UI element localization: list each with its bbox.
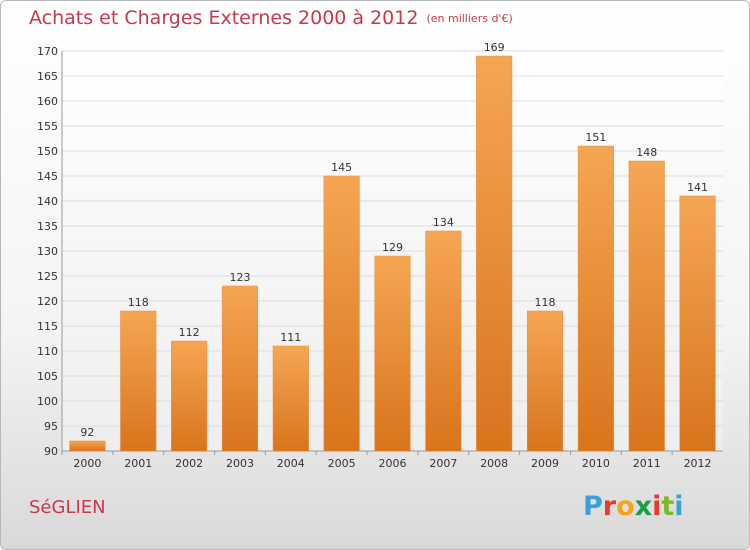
- x-tick-label: 2009: [531, 457, 559, 470]
- x-tick-label: 2006: [379, 457, 407, 470]
- bar-2003: [221, 285, 259, 452]
- y-tick-label: 100: [37, 395, 58, 408]
- bar-2011: [628, 160, 665, 452]
- y-tick-label: 165: [37, 70, 58, 83]
- x-tick-label: 2007: [429, 457, 457, 470]
- y-tick-label: 120: [37, 295, 58, 308]
- proxiti-logo: Proxiti: [583, 491, 684, 522]
- bar-2005: [323, 175, 360, 452]
- x-tick-label: 2012: [684, 457, 712, 470]
- logo-letter: P: [583, 491, 603, 522]
- y-tick-label: 150: [37, 145, 58, 158]
- y-tick-label: 145: [37, 170, 58, 183]
- bar-2009: [526, 310, 564, 452]
- data-label: 118: [128, 296, 149, 309]
- y-tick-label: 115: [37, 320, 58, 333]
- bar-2008: [476, 55, 513, 452]
- bar-2010: [577, 145, 614, 452]
- x-tick-label: 2004: [277, 457, 305, 470]
- x-tick-label: 2001: [124, 457, 152, 470]
- data-label: 169: [484, 41, 505, 54]
- chart-unit: (en milliers d'€): [426, 12, 513, 25]
- x-tick-label: 2008: [480, 457, 508, 470]
- bar-2001: [120, 310, 157, 452]
- data-label: 92: [80, 426, 94, 439]
- y-tick-label: 155: [37, 120, 58, 133]
- data-label: 129: [382, 241, 403, 254]
- y-tick-label: 110: [37, 345, 58, 358]
- x-tick-label: 2002: [175, 457, 203, 470]
- logo-letter: t: [661, 491, 675, 522]
- data-label: 123: [229, 271, 250, 284]
- y-tick-label: 105: [37, 370, 58, 383]
- logo-letter: i: [652, 491, 662, 522]
- data-label: 118: [535, 296, 556, 309]
- bar-2000: [69, 440, 106, 452]
- y-tick-label: 170: [37, 45, 58, 58]
- x-tick-label: 2000: [73, 457, 101, 470]
- logo-letter: i: [674, 491, 684, 522]
- x-tick-label: 2010: [582, 457, 610, 470]
- bar-2004: [272, 345, 309, 452]
- data-label: 141: [687, 181, 708, 194]
- logo-letter: r: [602, 491, 617, 522]
- data-label: 148: [636, 146, 657, 159]
- x-tick-label: 2005: [328, 457, 356, 470]
- y-tick-label: 90: [44, 445, 58, 458]
- data-label: 145: [331, 161, 352, 174]
- logo-letter: o: [616, 491, 635, 522]
- y-tick-label: 130: [37, 245, 58, 258]
- commune-name: SéGLIEN: [29, 497, 106, 518]
- chart-title: Achats et Charges Externes 2000 à 2012 (e…: [29, 7, 513, 29]
- x-tick-label: 2011: [633, 457, 661, 470]
- x-tick-label: 2003: [226, 457, 254, 470]
- data-label: 112: [179, 326, 200, 339]
- logo-letter: x: [634, 491, 653, 522]
- bar-2007: [425, 230, 462, 452]
- bar-2002: [171, 340, 208, 452]
- y-tick-label: 135: [37, 220, 58, 233]
- y-tick-label: 125: [37, 270, 58, 283]
- chart-title-text: Achats et Charges Externes 2000 à 2012: [29, 7, 419, 29]
- data-label: 151: [585, 131, 606, 144]
- data-label: 111: [280, 331, 301, 344]
- data-label: 134: [433, 216, 454, 229]
- bar-2006: [374, 255, 411, 452]
- y-tick-label: 140: [37, 195, 58, 208]
- y-tick-label: 95: [44, 420, 58, 433]
- y-tick-label: 160: [37, 95, 58, 108]
- bar-2012: [679, 195, 716, 452]
